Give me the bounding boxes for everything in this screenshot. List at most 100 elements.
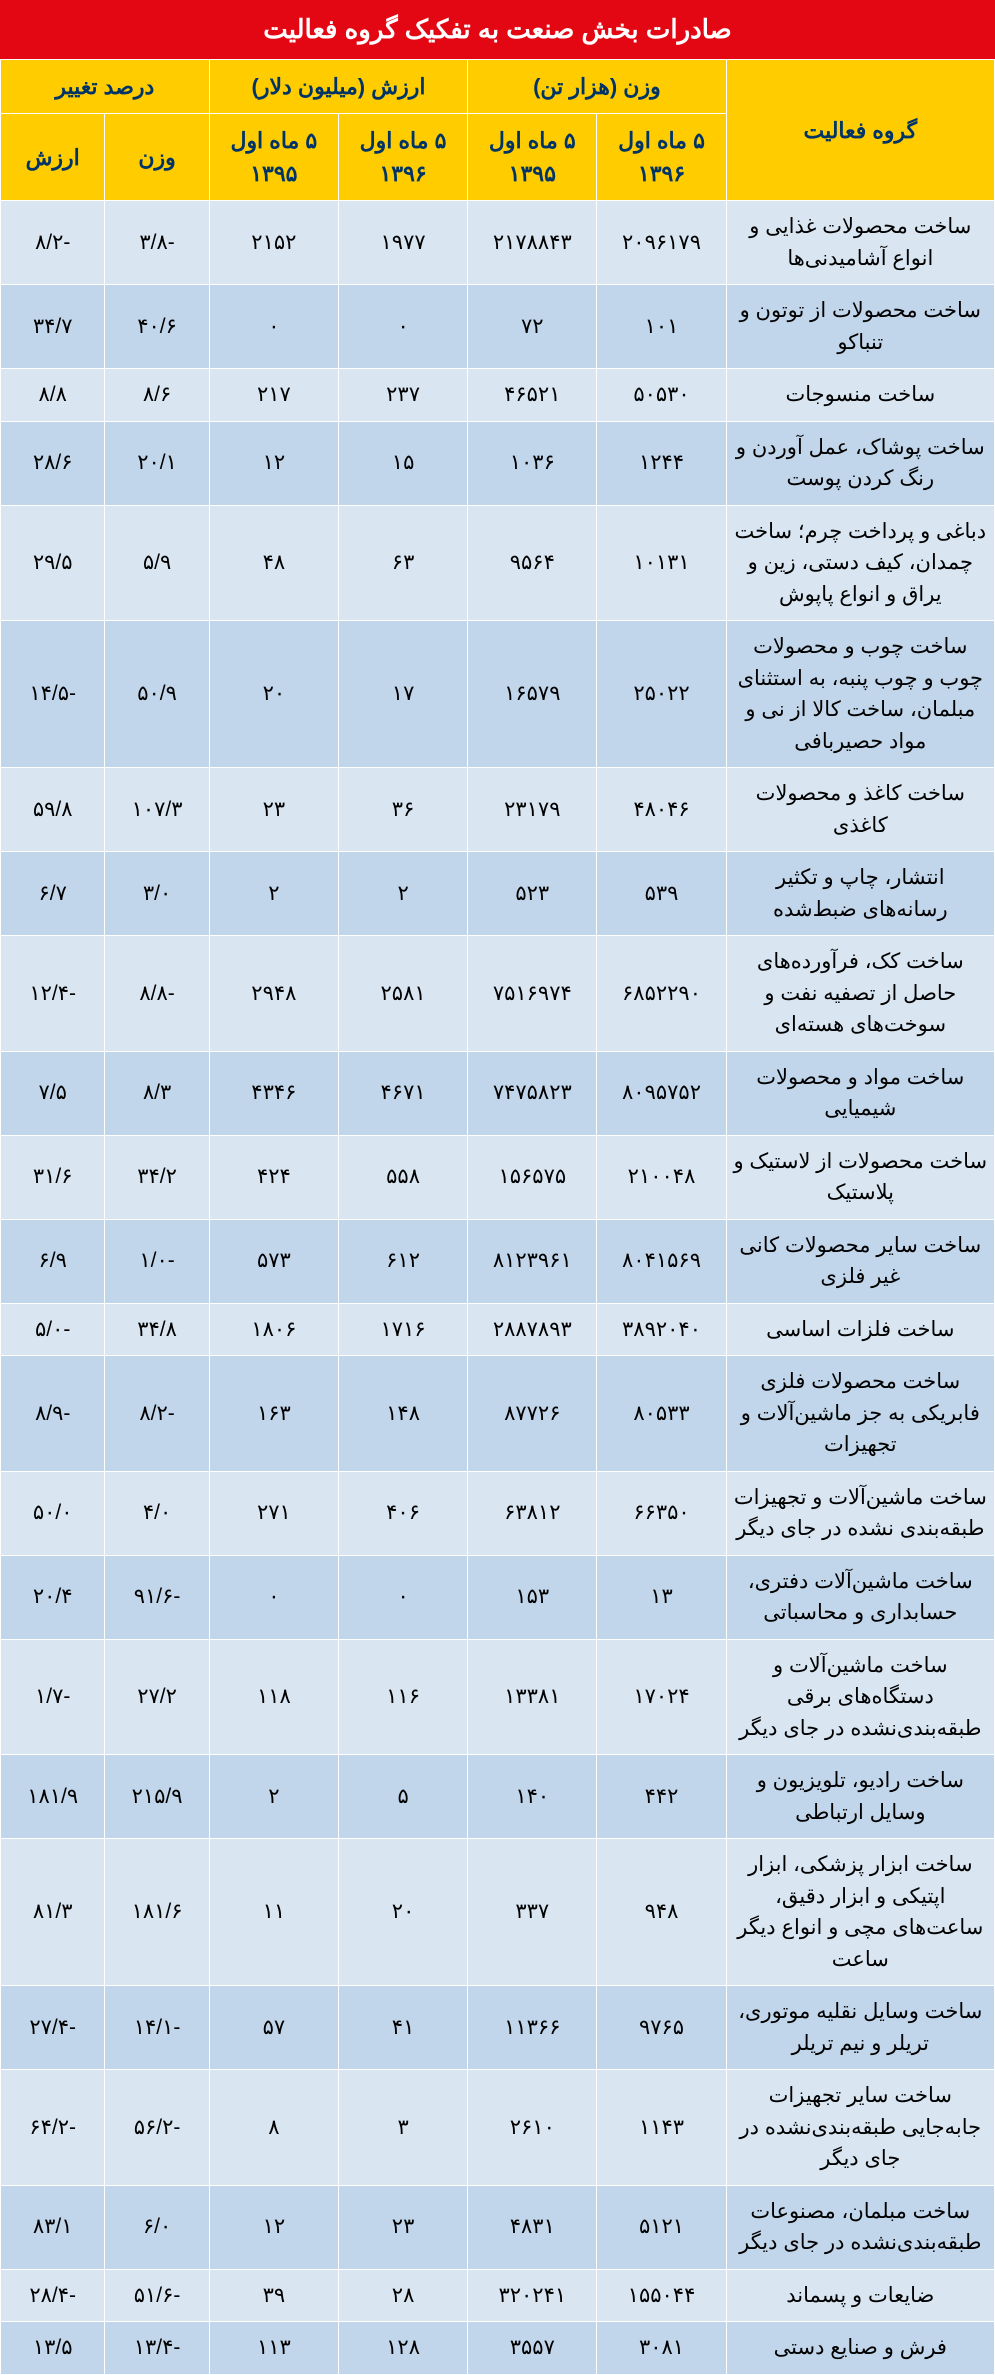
cell-value-96: ۱۱۶: [338, 1639, 467, 1755]
cell-value-96: ۳۶: [338, 768, 467, 852]
cell-value-95: ۲۹۴۸: [209, 936, 338, 1052]
cell-change-weight: -۱/۰: [105, 1219, 209, 1303]
cell-weight-96: ۵۰۵۳۰: [597, 369, 726, 422]
cell-change-value: -۱/۷: [1, 1639, 105, 1755]
table-row: ساخت سایر تجهیزات جابه‌جایی طبقه‌بندی‌نش…: [1, 2070, 995, 2186]
col-weight-96: ۵ ماه اول ۱۳۹۶: [597, 114, 726, 201]
col-change-weight: وزن: [105, 114, 209, 201]
cell-weight-96: ۸۰۹۵۷۵۲: [597, 1051, 726, 1135]
cell-value-96: ۱۷: [338, 621, 467, 768]
cell-value-96: ۲۳: [338, 2185, 467, 2269]
cell-change-value: ۲۸/۶: [1, 421, 105, 505]
table-row: ساخت رادیو، تلویزیون و وسایل ارتباطی۴۴۲۱…: [1, 1755, 995, 1839]
cell-weight-96: ۵۳۹: [597, 852, 726, 936]
cell-change-weight: ۸/۶: [105, 369, 209, 422]
cell-change-value: ۵۰/۰: [1, 1471, 105, 1555]
cell-change-weight: ۳/۰: [105, 852, 209, 936]
cell-weight-95: ۸۷۷۲۶: [468, 1356, 597, 1472]
table-row: ضایعات و پسماند۱۵۵۰۴۴۳۲۰۲۴۱۲۸۳۹-۵۱/۶-۲۸/…: [1, 2269, 995, 2322]
cell-weight-96: ۸۰۴۱۵۶۹: [597, 1219, 726, 1303]
cell-value-96: ۱۴۸: [338, 1356, 467, 1472]
cell-change-value: ۸/۸: [1, 369, 105, 422]
table-row: انتشار، چاپ و تکثیر رسانه‌های ضبط‌شده۵۳۹…: [1, 852, 995, 936]
cell-change-weight: -۳/۸: [105, 201, 209, 285]
cell-value-96: ۱۷۱۶: [338, 1303, 467, 1356]
table-row: ساخت وسایل نقلیه موتوری، تریلر و نیم تری…: [1, 1986, 995, 2070]
cell-change-weight: -۱۴/۱: [105, 1986, 209, 2070]
cell-value-95: ۲۷۱: [209, 1471, 338, 1555]
col-value-group: ارزش (میلیون دلار): [209, 60, 467, 114]
cell-change-weight: ۴/۰: [105, 1471, 209, 1555]
cell-weight-96: ۱۰۱: [597, 285, 726, 369]
cell-activity: ساخت سایر تجهیزات جابه‌جایی طبقه‌بندی‌نش…: [726, 2070, 994, 2186]
table-row: ساخت ابزار پزشکی، ابزار اپتیکی و ابزار د…: [1, 1839, 995, 1986]
cell-change-value: ۲۰/۴: [1, 1555, 105, 1639]
cell-weight-95: ۱۴۰: [468, 1755, 597, 1839]
cell-value-95: ۳۹: [209, 2269, 338, 2322]
cell-activity: ضایعات و پسماند: [726, 2269, 994, 2322]
col-weight-group: وزن (هزار تن): [468, 60, 726, 114]
cell-change-weight: ۳۴/۸: [105, 1303, 209, 1356]
cell-activity: ساخت محصولات غذایی و انواع آشامیدنی‌ها: [726, 201, 994, 285]
cell-weight-95: ۲۸۸۷۸۹۳: [468, 1303, 597, 1356]
cell-value-96: ۴۰۶: [338, 1471, 467, 1555]
cell-activity: ساخت ماشین‌آلات و تجهیزات طبقه‌بندی نشده…: [726, 1471, 994, 1555]
cell-weight-95: ۷۲: [468, 285, 597, 369]
cell-change-value: ۶/۷: [1, 852, 105, 936]
cell-value-95: ۱۶۳: [209, 1356, 338, 1472]
cell-weight-95: ۷۵۱۶۹۷۴: [468, 936, 597, 1052]
cell-value-95: ۱۱۸: [209, 1639, 338, 1755]
cell-value-96: ۲۵۸۱: [338, 936, 467, 1052]
cell-change-value: ۶/۹: [1, 1219, 105, 1303]
cell-weight-96: ۹۷۶۵: [597, 1986, 726, 2070]
cell-weight-96: ۴۸۰۴۶: [597, 768, 726, 852]
cell-weight-96: ۳۰۸۱: [597, 2322, 726, 2375]
cell-weight-96: ۱۲۴۴: [597, 421, 726, 505]
cell-activity: ساخت منسوجات: [726, 369, 994, 422]
cell-weight-96: ۱۷۰۲۴: [597, 1639, 726, 1755]
cell-weight-95: ۱۵۳: [468, 1555, 597, 1639]
cell-value-95: ۵۷۳: [209, 1219, 338, 1303]
table-row: ساخت محصولات غذایی و انواع آشامیدنی‌ها۲۰…: [1, 201, 995, 285]
table-row: ساخت محصولات از توتون و تنباکو۱۰۱۷۲۰۰۴۰/…: [1, 285, 995, 369]
cell-value-95: ۸: [209, 2070, 338, 2186]
cell-change-weight: ۸/۳: [105, 1051, 209, 1135]
cell-activity: ساخت محصولات از توتون و تنباکو: [726, 285, 994, 369]
cell-weight-96: ۶۸۵۲۲۹۰: [597, 936, 726, 1052]
cell-change-value: -۶۴/۲: [1, 2070, 105, 2186]
cell-weight-96: ۲۵۰۲۲: [597, 621, 726, 768]
cell-weight-95: ۳۳۷: [468, 1839, 597, 1986]
cell-change-weight: ۳۴/۲: [105, 1135, 209, 1219]
col-value-95: ۵ ماه اول ۱۳۹۵: [209, 114, 338, 201]
cell-activity: ساخت محصولات از لاستیک و پلاستیک: [726, 1135, 994, 1219]
cell-change-weight: ۵۰/۹: [105, 621, 209, 768]
cell-value-95: ۵۷: [209, 1986, 338, 2070]
cell-value-95: ۱۲: [209, 421, 338, 505]
table-row: ساخت فلزات اساسی۳۸۹۲۰۴۰۲۸۸۷۸۹۳۱۷۱۶۱۸۰۶۳۴…: [1, 1303, 995, 1356]
cell-value-96: ۰: [338, 285, 467, 369]
cell-change-weight: -۸/۲: [105, 1356, 209, 1472]
cell-change-weight: ۲۱۵/۹: [105, 1755, 209, 1839]
cell-value-95: ۲۱۷: [209, 369, 338, 422]
cell-value-95: ۲۳: [209, 768, 338, 852]
table-head: گروه فعالیت وزن (هزار تن) ارزش (میلیون د…: [1, 60, 995, 201]
cell-activity: ساخت ماشین‌آلات دفتری، حسابداری و محاسبا…: [726, 1555, 994, 1639]
cell-change-value: -۲۸/۴: [1, 2269, 105, 2322]
cell-value-95: ۲: [209, 852, 338, 936]
cell-weight-95: ۱۵۶۵۷۵: [468, 1135, 597, 1219]
cell-activity: ساخت مواد و محصولات شیمیایی: [726, 1051, 994, 1135]
cell-value-96: ۴۱: [338, 1986, 467, 2070]
col-change-group: درصد تغییر: [1, 60, 210, 114]
exports-table: گروه فعالیت وزن (هزار تن) ارزش (میلیون د…: [0, 59, 995, 2375]
cell-weight-96: ۴۴۲: [597, 1755, 726, 1839]
cell-weight-96: ۲۰۹۶۱۷۹: [597, 201, 726, 285]
cell-change-weight: ۲۷/۲: [105, 1639, 209, 1755]
col-change-value: ارزش: [1, 114, 105, 201]
cell-activity: دباغی و پرداخت چرم؛ ساخت چمدان، کیف دستی…: [726, 505, 994, 621]
cell-change-value: ۳۱/۶: [1, 1135, 105, 1219]
cell-change-value: ۱۳/۵: [1, 2322, 105, 2375]
cell-value-96: ۶۳: [338, 505, 467, 621]
cell-change-weight: ۱۰۷/۳: [105, 768, 209, 852]
cell-value-96: ۲۰: [338, 1839, 467, 1986]
cell-change-value: -۱۲/۴: [1, 936, 105, 1052]
